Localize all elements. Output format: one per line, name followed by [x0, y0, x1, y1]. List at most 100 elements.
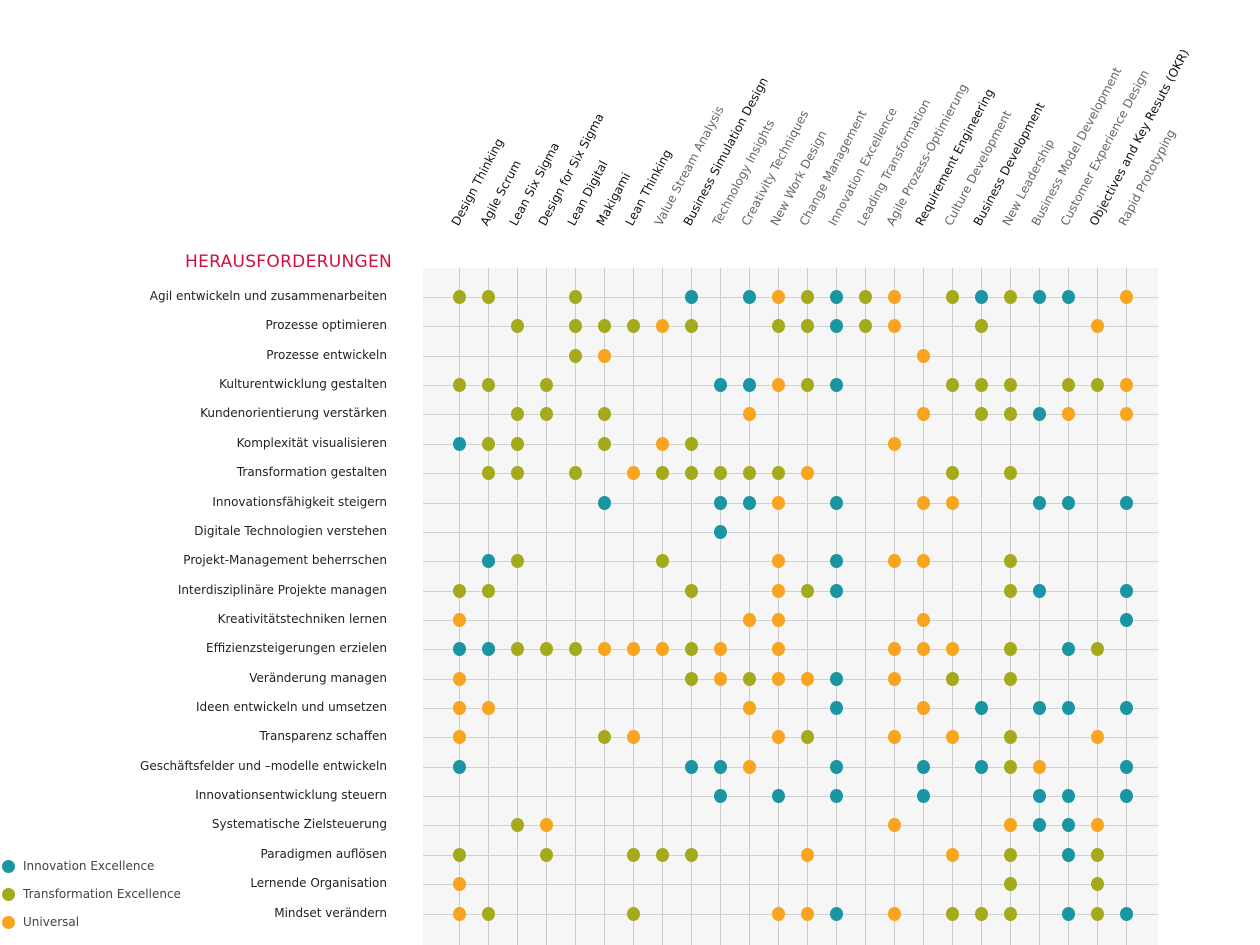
- row-label: Interdisziplinäre Projekte managen: [177, 583, 387, 597]
- dot-universal: [743, 701, 756, 715]
- row-label: Mindset verändern: [274, 906, 387, 920]
- row-label: Transformation gestalten: [236, 465, 387, 479]
- grid-line-horizontal: [423, 561, 1158, 562]
- grid-line-horizontal: [423, 503, 1158, 504]
- dot-universal: [946, 496, 959, 510]
- dot-transformation-excellence: [801, 319, 814, 333]
- dot-innovation-excellence: [1120, 907, 1133, 921]
- dot-transformation-excellence: [1004, 584, 1017, 598]
- dot-innovation-excellence: [743, 496, 756, 510]
- dot-universal: [917, 701, 930, 715]
- dot-innovation-excellence: [830, 554, 843, 568]
- dot-universal: [917, 642, 930, 656]
- dot-innovation-excellence: [1062, 789, 1075, 803]
- dot-universal: [1120, 378, 1133, 392]
- dot-transformation-excellence: [540, 848, 553, 862]
- dot-innovation-excellence: [482, 642, 495, 656]
- dot-transformation-excellence: [511, 642, 524, 656]
- dot-innovation-excellence: [1033, 789, 1046, 803]
- dot-transformation-excellence: [1004, 730, 1017, 744]
- row-label: Agil entwickeln und zusammenarbeiten: [149, 289, 387, 303]
- grid-line-vertical: [691, 268, 692, 945]
- dot-universal: [627, 730, 640, 744]
- grid-line-vertical: [981, 268, 982, 945]
- grid-line-vertical: [1126, 268, 1127, 945]
- dot-transformation-excellence: [1091, 378, 1104, 392]
- dot-universal: [888, 437, 901, 451]
- grid-line-vertical: [662, 268, 663, 945]
- dot-universal: [772, 584, 785, 598]
- dot-universal: [627, 466, 640, 480]
- grid-line-vertical: [807, 268, 808, 945]
- dot-innovation-excellence: [685, 290, 698, 304]
- dot-universal: [888, 290, 901, 304]
- row-label: Digitale Technologien verstehen: [194, 524, 387, 538]
- dot-universal: [714, 642, 727, 656]
- dot-universal: [888, 319, 901, 333]
- dot-universal: [1004, 818, 1017, 832]
- dot-universal: [1091, 319, 1104, 333]
- dot-innovation-excellence: [830, 907, 843, 921]
- grid-line-horizontal: [423, 473, 1158, 474]
- dot-transformation-excellence: [685, 437, 698, 451]
- dot-innovation-excellence: [1033, 584, 1046, 598]
- grid-line-vertical: [1010, 268, 1011, 945]
- dot-universal: [1120, 290, 1133, 304]
- dot-universal: [453, 672, 466, 686]
- dot-transformation-excellence: [743, 672, 756, 686]
- grid-line-horizontal: [423, 679, 1158, 680]
- dot-innovation-excellence: [917, 789, 930, 803]
- dot-innovation-excellence: [1120, 789, 1133, 803]
- grid-line-vertical: [575, 268, 576, 945]
- dot-innovation-excellence: [714, 496, 727, 510]
- dot-innovation-excellence: [830, 672, 843, 686]
- dot-transformation-excellence: [569, 642, 582, 656]
- dot-universal: [627, 642, 640, 656]
- grid-line-vertical: [488, 268, 489, 945]
- dot-innovation-excellence: [1062, 907, 1075, 921]
- dot-universal: [772, 672, 785, 686]
- dot-transformation-excellence: [569, 349, 582, 363]
- dot-universal: [917, 349, 930, 363]
- dot-transformation-excellence: [598, 407, 611, 421]
- dot-transformation-excellence: [743, 466, 756, 480]
- dot-universal: [801, 672, 814, 686]
- dot-transformation-excellence: [511, 319, 524, 333]
- grid-line-horizontal: [423, 737, 1158, 738]
- dot-universal: [772, 496, 785, 510]
- dot-innovation-excellence: [1062, 290, 1075, 304]
- dot-transformation-excellence: [685, 672, 698, 686]
- dot-universal: [1091, 730, 1104, 744]
- dot-innovation-excellence: [917, 760, 930, 774]
- row-label: Kulturentwicklung gestalten: [219, 377, 387, 391]
- dot-innovation-excellence: [1120, 584, 1133, 598]
- legend-dot: [2, 860, 15, 873]
- grid-line-horizontal: [423, 297, 1158, 298]
- dot-transformation-excellence: [1004, 907, 1017, 921]
- dot-transformation-excellence: [627, 907, 640, 921]
- grid-line-horizontal: [423, 855, 1158, 856]
- dot-innovation-excellence: [975, 290, 988, 304]
- dot-innovation-excellence: [1120, 760, 1133, 774]
- dot-universal: [453, 701, 466, 715]
- dot-universal: [743, 760, 756, 774]
- dot-transformation-excellence: [482, 290, 495, 304]
- dot-universal: [772, 378, 785, 392]
- dot-transformation-excellence: [1091, 848, 1104, 862]
- dot-universal: [917, 554, 930, 568]
- dot-transformation-excellence: [569, 319, 582, 333]
- dot-transformation-excellence: [1004, 877, 1017, 891]
- dot-innovation-excellence: [830, 290, 843, 304]
- dot-transformation-excellence: [801, 584, 814, 598]
- dot-transformation-excellence: [511, 437, 524, 451]
- dot-transformation-excellence: [1004, 848, 1017, 862]
- dot-transformation-excellence: [482, 437, 495, 451]
- dot-transformation-excellence: [975, 407, 988, 421]
- row-label: Paradigmen auflösen: [260, 847, 388, 861]
- dot-innovation-excellence: [1033, 701, 1046, 715]
- dot-universal: [598, 349, 611, 363]
- dot-transformation-excellence: [714, 466, 727, 480]
- row-label: Prozesse entwickeln: [266, 348, 387, 362]
- dot-transformation-excellence: [1004, 407, 1017, 421]
- dot-universal: [656, 437, 669, 451]
